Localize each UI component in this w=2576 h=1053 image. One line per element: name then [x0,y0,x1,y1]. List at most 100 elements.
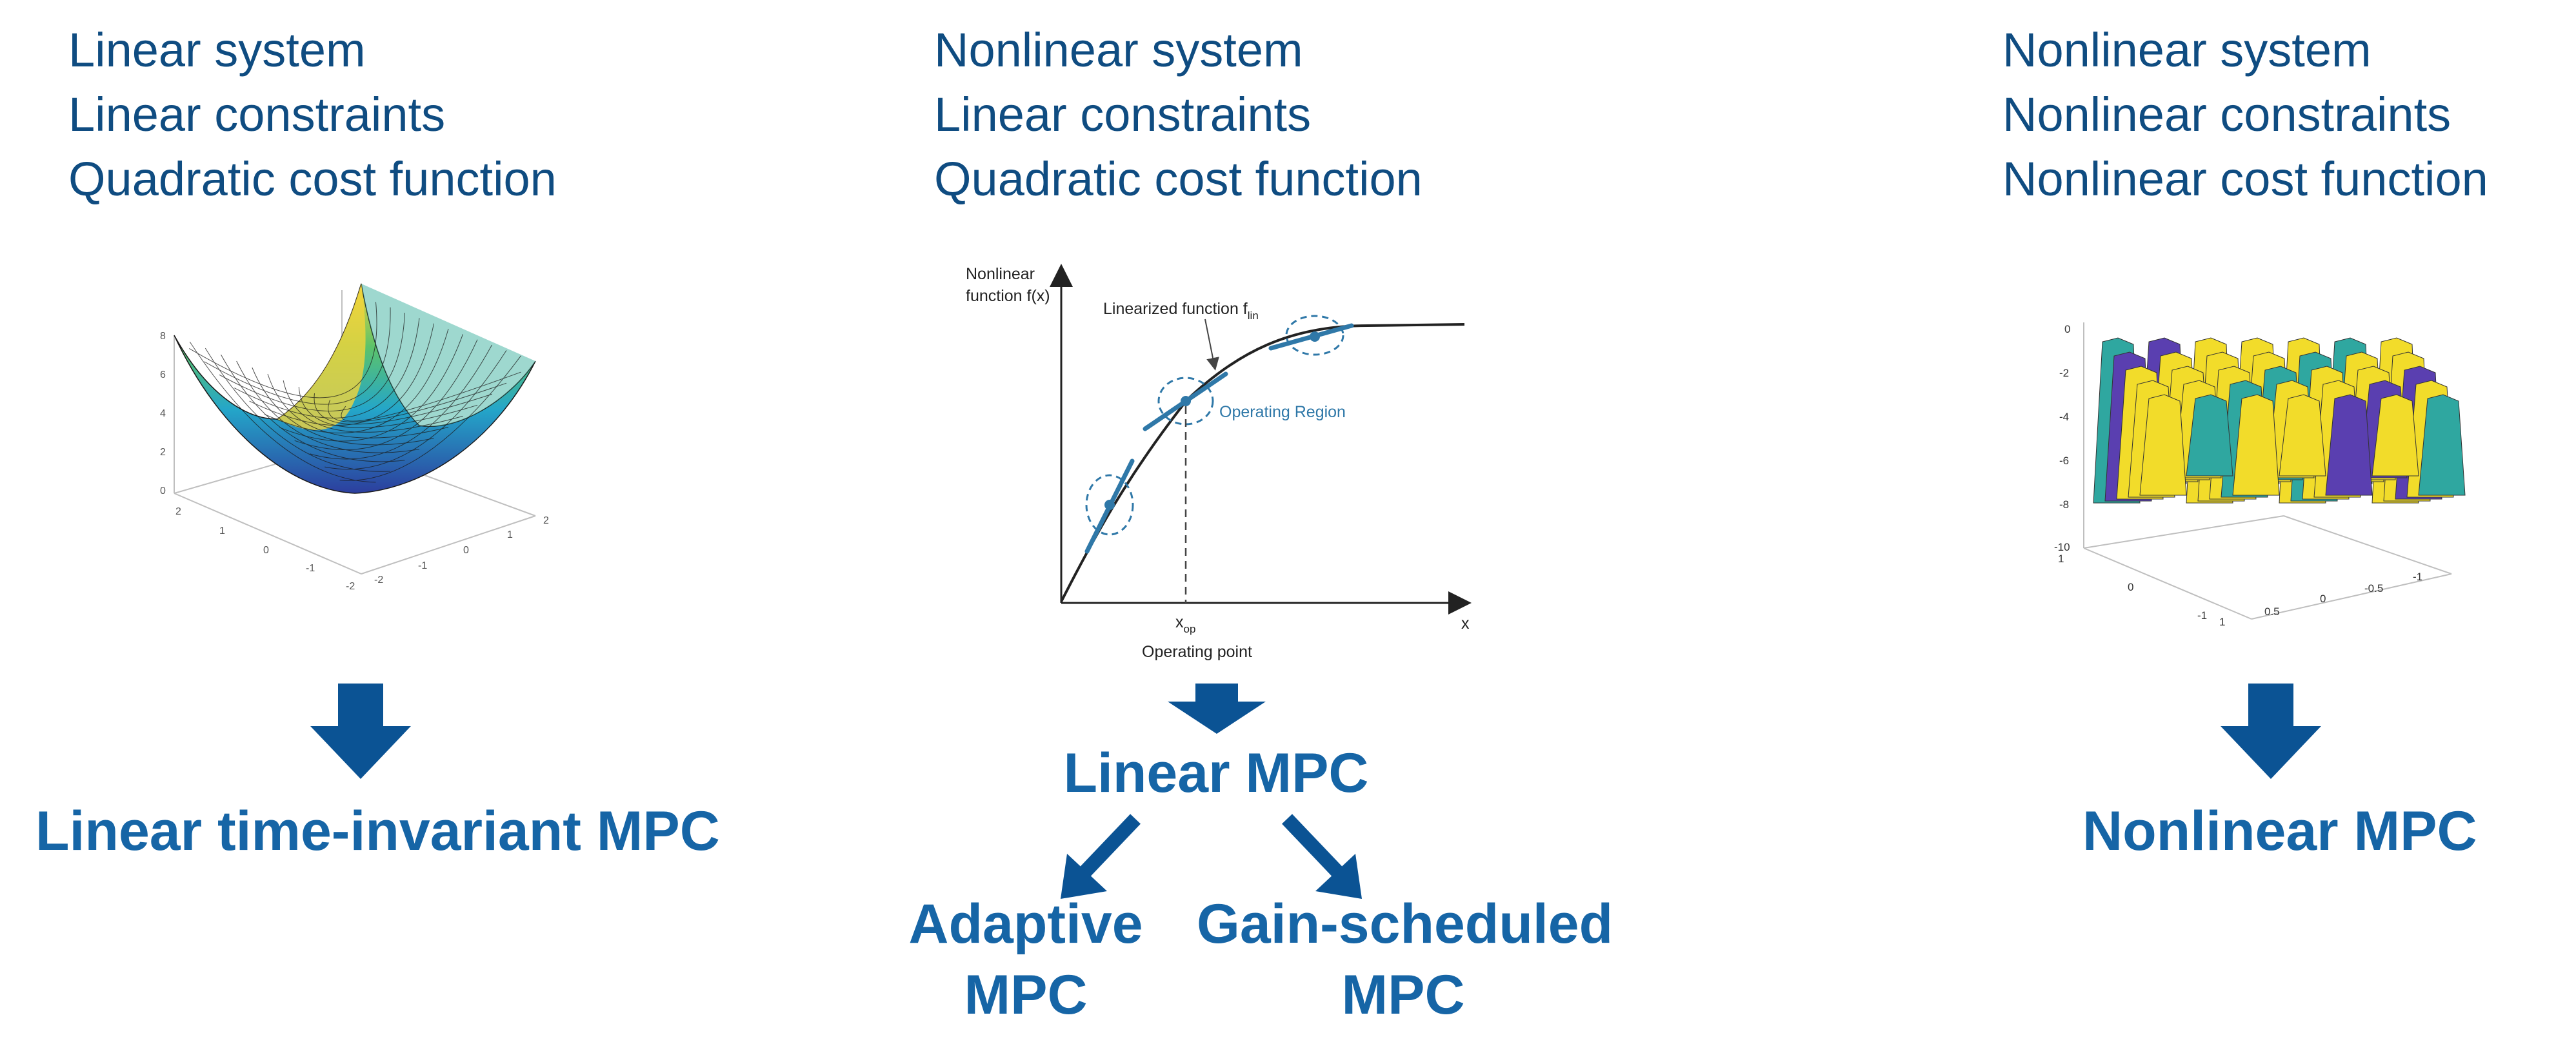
x-tick-label: -2 [346,581,355,592]
surface-facet [2279,394,2326,477]
surface-facet [2186,394,2233,477]
y-tick-label: 0.5 [2264,605,2280,618]
result-gain-scheduled-mpc: Gain-scheduled MPC [1197,889,1613,1030]
y-tick-label: -1 [418,560,427,571]
x-axis-label: x [1461,615,1470,633]
z-tick-label: -6 [2059,455,2069,467]
x-tick-label: 2 [175,506,181,517]
x-tick-label: -1 [2197,609,2207,622]
gain-scheduled-line-1: Gain-scheduled [1197,893,1613,955]
operating-point-marker [1310,331,1320,342]
operating-region-ellipse [1085,474,1134,536]
down-arrow-right [2221,684,2321,779]
mesh-line [341,371,521,422]
down-arrow-center [1168,684,1266,734]
column-1-line-1: Linear system [68,23,366,77]
column-3-line-2: Nonlinear constraints [2002,88,2451,141]
operating-point-x-label: xop [1175,613,1195,635]
z-tick-label: 0 [2064,323,2070,335]
branch-arrow-right [1282,814,1362,899]
y-tick-label: -0.5 [2364,582,2383,595]
z-tick-label: 2 [160,447,166,458]
operating-region-ellipse [1285,315,1344,356]
mesh-line [221,354,405,462]
linearized-function-text: Linearized function f [1103,300,1248,318]
linearized-function-label: Linearized function flin [1103,300,1259,322]
surface-facet [2418,394,2466,496]
z-tick-label: -10 [2054,541,2070,553]
down-arrow-left [310,684,411,779]
result-nonlinear-mpc: Nonlinear MPC [2082,800,2477,862]
mesh-line [219,312,405,411]
linearized-pointer [1204,319,1219,371]
surface-facet [2232,394,2280,496]
operating-region-label: Operating Region [1219,403,1346,421]
quadratic-surface-plot: 8 6 4 2 0 2 1 0 -1 -2 -2 -1 0 1 2 [160,283,549,592]
z-tick-label: 6 [160,369,166,380]
operating-point-marker [1104,500,1115,510]
mesh-line [264,328,449,433]
operating-region-ellipse [1157,377,1214,426]
adaptive-line-2: MPC [964,964,1088,1026]
gain-scheduled-line-2: MPC [1341,964,1465,1026]
mesh-line [279,334,463,442]
column-1-line-3: Quadratic cost function [68,152,557,206]
column-2-line-3: Quadratic cost function [934,152,1423,206]
z-tick-label: 4 [160,408,166,419]
mesh-line [314,393,492,425]
column-3-line-3: Nonlinear cost function [2002,152,2488,206]
operating-point-label: Operating point [1142,643,1252,661]
y-axis-label-line-2: function f(x) [966,287,1050,305]
column-2-description: Nonlinear system Linear constraints Quad… [934,18,1423,212]
adaptive-line-1: Adaptive [908,893,1143,955]
nonlinear-curve [1060,323,1465,602]
column-3-description: Nonlinear system Nonlinear constraints N… [2002,18,2488,212]
y-tick-label: -2 [374,575,383,586]
column-2-line-2: Linear constraints [934,88,1312,141]
column-1-description: Linear system Linear constraints Quadrat… [68,18,557,212]
column-2-line-1: Nonlinear system [934,23,1303,77]
linearization-diagram: Nonlinear function f(x) Linearized funct… [966,264,1472,661]
x-tick-label: 1 [219,526,225,536]
surface-facet [2139,394,2187,496]
z-tick-label: -4 [2059,411,2069,423]
nonlinear-surface-plot: 0 -2 -4 -6 -8 -10 1 0 -1 1 0.5 0 -0.5 -1 [2054,322,2466,628]
mesh-line [205,348,391,472]
mesh-line [328,382,507,422]
z-tick-label: -2 [2059,367,2069,379]
y-axis-label-line-1: Nonlinear [966,265,1035,283]
z-tick-label: -8 [2059,498,2069,511]
z-tick-label: 0 [160,486,166,497]
z-tick-label: 8 [160,331,166,342]
y-tick-label: 1 [2219,616,2225,628]
y-tick-label: 1 [507,529,513,540]
y-tick-label: 2 [543,515,549,526]
mesh-line [294,339,478,450]
mesh-line [189,302,377,399]
mesh-line [204,307,391,405]
mesh-line [298,386,478,428]
x-tick-label: 0 [263,545,269,556]
mesh-line [309,344,492,460]
column-1-line-2: Linear constraints [68,88,446,141]
linearized-function-subscript: lin [1248,310,1259,322]
xop-subscript: op [1184,623,1196,635]
mesh-line [236,360,420,453]
xop-text: x [1175,613,1184,631]
mesh-line [324,350,507,470]
x-tick-label: 1 [2058,553,2064,565]
column-3-line-1: Nonlinear system [2002,23,2371,77]
mesh-line [252,367,434,446]
y-tick-label: 0 [463,545,469,556]
result-linear-time-invariant-mpc: Linear time-invariant MPC [35,800,720,862]
mesh-line [339,355,521,481]
y-tick-label: -1 [2413,571,2422,583]
mesh-line [234,318,420,418]
x-tick-label: -1 [306,563,315,574]
mesh-line [189,341,376,483]
operating-point-marker [1181,396,1191,406]
x-tick-label: 0 [2128,581,2133,593]
result-linear-mpc: Linear MPC [1063,742,1369,804]
result-adaptive-mpc: Adaptive MPC [890,889,1161,1030]
branch-arrow-left [1061,814,1141,899]
